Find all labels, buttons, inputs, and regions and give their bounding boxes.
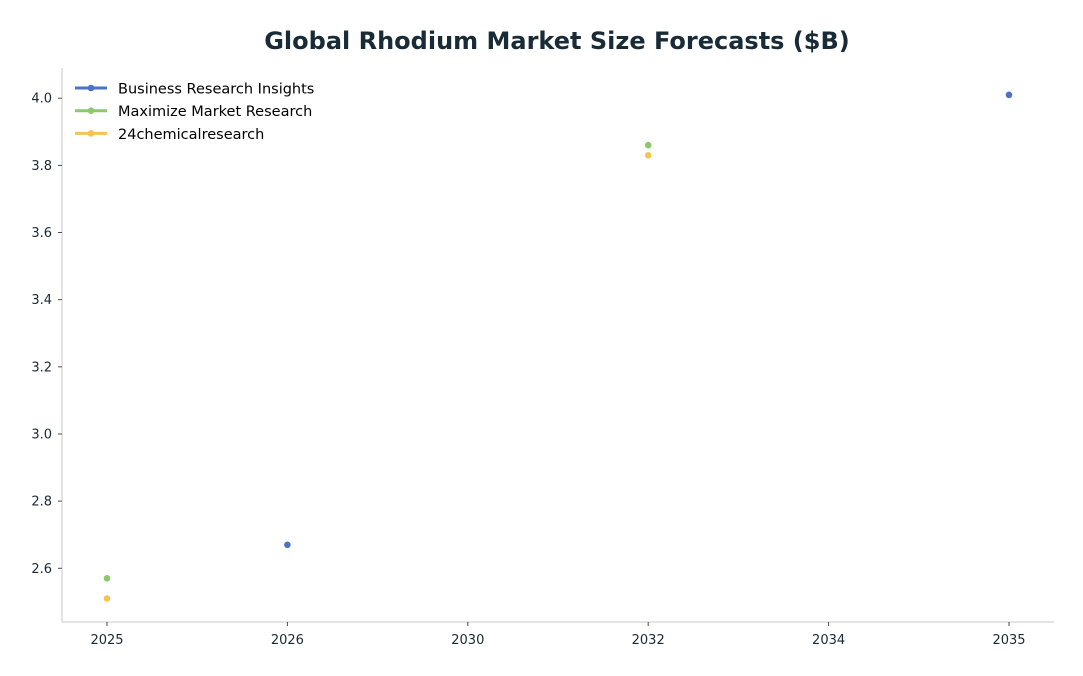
x-axis-ticks: 2025 2026 2030 2032 2034 2035	[90, 622, 1026, 648]
data-point	[644, 151, 652, 159]
y-tick-label: 3.2	[31, 360, 52, 375]
data-points	[103, 91, 1013, 602]
y-tick-label: 4.0	[31, 92, 52, 107]
y-tick-label: 3.4	[31, 293, 52, 308]
x-tick-label: 2025	[90, 633, 123, 648]
x-tick-label: 2030	[451, 633, 484, 648]
y-tick-label: 2.8	[31, 495, 52, 510]
data-point	[103, 575, 111, 582]
y-tick-label: 3.0	[31, 427, 52, 442]
y-axis-ticks: 2.6 2.8 3.0 3.2 3.4 3.6 3.8 4.0	[31, 92, 62, 577]
legend-swatch-marker	[87, 107, 95, 114]
data-point	[103, 595, 111, 602]
x-tick-label: 2032	[632, 633, 665, 648]
legend-label: Business Research Insights	[118, 82, 314, 98]
y-tick-label: 3.6	[31, 226, 52, 241]
y-tick-label: 2.6	[31, 562, 52, 577]
chart-title: Global Rhodium Market Size Forecasts ($B…	[264, 27, 850, 55]
y-tick-label: 3.8	[31, 159, 52, 174]
legend-label: Maximize Market Research	[118, 104, 312, 120]
legend-label: 24chemicalresearch	[118, 127, 264, 143]
legend-swatch-marker	[87, 130, 95, 137]
x-tick-label: 2035	[992, 633, 1025, 648]
x-tick-label: 2034	[812, 633, 845, 648]
data-point	[1005, 91, 1013, 99]
data-point	[644, 141, 652, 149]
legend: Business Research Insights Maximize Marke…	[75, 82, 314, 143]
x-tick-label: 2026	[271, 633, 304, 648]
data-point	[284, 541, 291, 549]
legend-swatch-marker	[87, 84, 95, 92]
